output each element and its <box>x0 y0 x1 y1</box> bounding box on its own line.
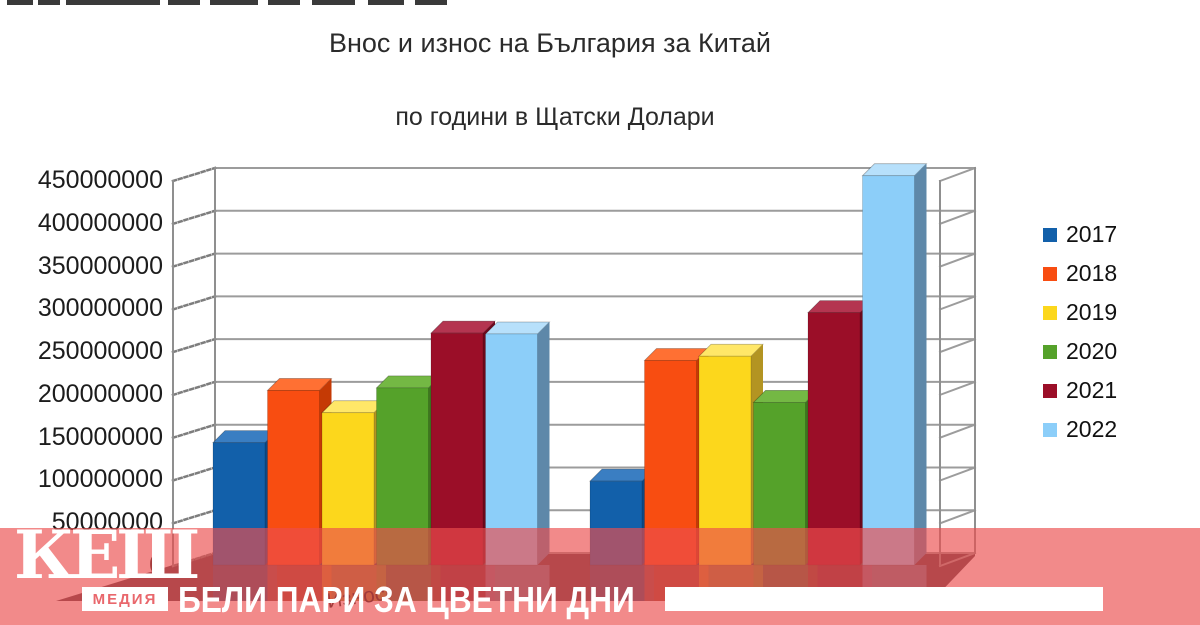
legend-label: 2020 <box>1066 338 1118 364</box>
bar-2022-1 <box>862 175 915 566</box>
legend-item-2020: 2020 <box>1043 332 1117 371</box>
right-wall <box>940 168 975 566</box>
bar-2021-0 <box>430 332 484 566</box>
bar-side-2022-0 <box>537 321 550 565</box>
ytick-150m: 150000000 <box>37 423 163 451</box>
legend-item-2019: 2019 <box>1043 293 1117 332</box>
legend: 2017 2018 2019 2020 2021 2022 <box>1043 215 1117 449</box>
legend-item-2022: 2022 <box>1043 410 1117 449</box>
legend-label: 2018 <box>1066 260 1118 286</box>
legend-label: 2019 <box>1066 299 1118 325</box>
legend-swatch-2022 <box>1043 422 1057 437</box>
left-wall <box>173 168 215 566</box>
banner-slogan: БЕЛИ ПАРИ ЗА ЦВЕТНИ ДНИ <box>178 579 635 620</box>
ytick-400m: 400000000 <box>37 209 163 237</box>
ytick-450m: 450000000 <box>37 166 163 194</box>
top-cropped-strip <box>7 0 447 5</box>
banner-white-box <box>665 587 1103 611</box>
ytick-250m: 250000000 <box>37 337 163 365</box>
legend-label: 2021 <box>1066 377 1118 403</box>
bar-side-2022-1 <box>914 163 927 565</box>
legend-swatch-2017 <box>1043 227 1057 242</box>
legend-swatch-2020 <box>1043 344 1057 359</box>
kesh-media-logo: КЕШ МЕДИЯ <box>14 522 200 625</box>
legend-swatch-2018 <box>1043 266 1057 281</box>
ytick-100m: 100000000 <box>37 465 163 493</box>
logo-brand-text: КЕШ <box>14 516 200 594</box>
legend-swatch-2019 <box>1043 305 1057 320</box>
legend-item-2018: 2018 <box>1043 254 1117 293</box>
legend-swatch-2021 <box>1043 383 1057 398</box>
legend-item-2017: 2017 <box>1043 215 1117 254</box>
chart-subtitle: по години в Щатски Долари <box>395 103 715 131</box>
legend-label: 2017 <box>1066 221 1118 247</box>
wall-edges <box>172 167 976 567</box>
bar-2021-1 <box>807 312 861 566</box>
ytick-300m: 300000000 <box>37 294 163 322</box>
ytick-350m: 350000000 <box>37 252 163 280</box>
logo-media-box: МЕДИЯ <box>82 587 168 611</box>
legend-label: 2022 <box>1066 416 1118 442</box>
logo-media-text: МЕДИЯ <box>92 590 158 608</box>
ytick-200m: 200000000 <box>37 380 163 408</box>
chart-title: Внос и износ на България за Китай <box>328 28 772 58</box>
legend-item-2021: 2021 <box>1043 371 1117 410</box>
